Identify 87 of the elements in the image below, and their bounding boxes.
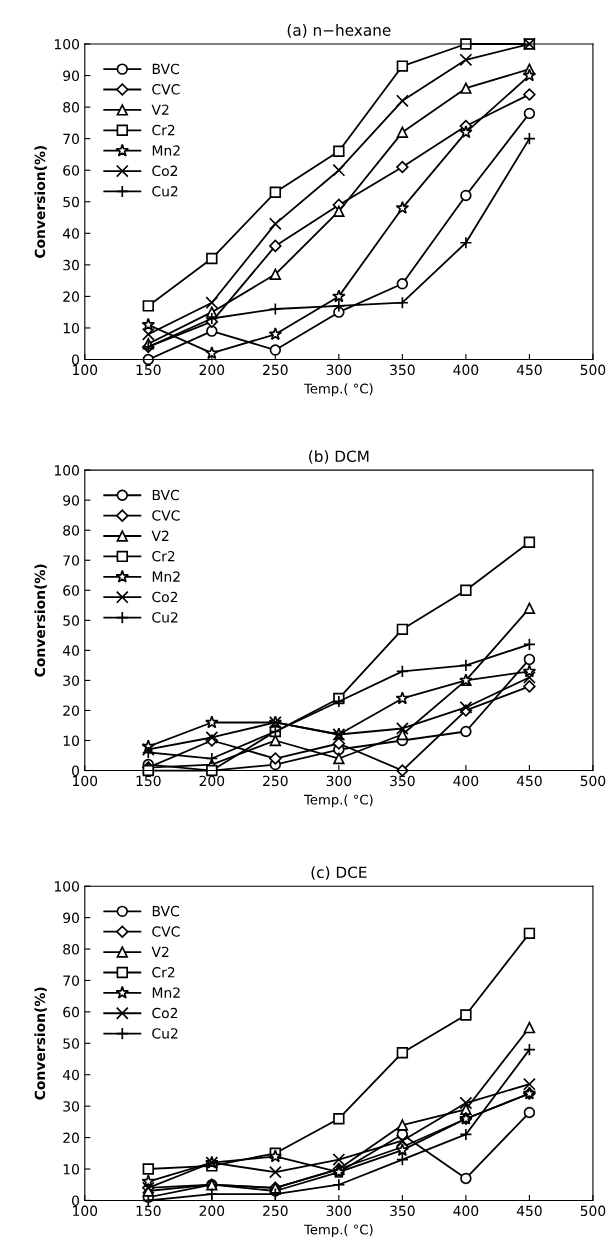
legend-label: BVC <box>152 63 179 75</box>
y-tick-label: 0 <box>72 1195 80 1206</box>
x-tick-label: 350 <box>390 775 415 787</box>
x-tick-label: 450 <box>516 775 542 787</box>
x-tick-label: 450 <box>516 364 542 376</box>
x-tick-label: 300 <box>326 364 352 376</box>
x-tick-label: 250 <box>263 775 288 787</box>
x-tick-label: 200 <box>199 775 225 787</box>
legend-label: Cu2 <box>152 186 178 197</box>
y-tick-label: 60 <box>63 1006 80 1018</box>
y-tick-label: 30 <box>63 259 80 271</box>
legend-label: V2 <box>151 104 169 115</box>
y-tick-label: 100 <box>54 881 80 892</box>
x-tick-label: 250 <box>263 364 288 376</box>
y-tick-label: 100 <box>54 465 80 476</box>
x-tick-label: 350 <box>390 1205 415 1217</box>
chart-title: (a) n−hexane <box>287 24 391 38</box>
y-tick-label: 100 <box>54 38 80 50</box>
y-tick-label: 60 <box>63 585 80 596</box>
y-tick-label: 0 <box>72 765 80 777</box>
legend-label: Cr2 <box>152 124 175 136</box>
x-tick-label: 500 <box>580 775 606 787</box>
x-tick-label: 200 <box>199 1205 225 1217</box>
y-tick-label: 50 <box>63 196 80 208</box>
x-axis-title: Temp.( °C) <box>303 1224 373 1238</box>
x-tick-label: 150 <box>136 1205 161 1217</box>
y-axis-title: Conversion(%) <box>34 564 47 677</box>
y-tick-label: 50 <box>63 615 80 626</box>
legend-label: V2 <box>151 946 169 957</box>
legend-label: Co2 <box>152 1007 178 1019</box>
y-tick-label: 40 <box>62 228 80 239</box>
y-tick-label: 80 <box>63 102 80 113</box>
x-tick-label: 450 <box>516 1205 542 1217</box>
y-tick-label: 30 <box>63 1101 80 1112</box>
y-tick-label: 40 <box>62 645 80 656</box>
y-tick-label: 60 <box>63 165 80 176</box>
x-tick-label: 400 <box>453 1205 479 1217</box>
legend-label: Mn2 <box>152 987 180 998</box>
x-tick-label: 500 <box>580 364 606 376</box>
x-tick-label: 200 <box>199 364 225 376</box>
legend-label: CVC <box>152 84 180 95</box>
chart-title: (b) DCM <box>309 450 369 464</box>
y-tick-label: 20 <box>63 705 80 716</box>
y-tick-label: 30 <box>63 675 80 686</box>
x-tick-label: 150 <box>136 364 161 376</box>
x-tick-label: 150 <box>136 775 161 787</box>
legend-label: Mn2 <box>152 571 180 582</box>
legend-label: Co2 <box>152 591 178 603</box>
x-tick-label: 400 <box>453 364 479 376</box>
y-tick-label: 70 <box>63 975 80 986</box>
x-tick-label: 350 <box>390 364 415 376</box>
y-tick-label: 90 <box>63 495 80 506</box>
legend-label: Cr2 <box>152 550 175 562</box>
y-tick-label: 0 <box>72 354 80 365</box>
y-tick-label: 70 <box>63 133 80 145</box>
x-tick-label: 250 <box>263 1205 288 1217</box>
x-tick-label: 500 <box>580 1205 606 1217</box>
legend-label: Cr2 <box>152 967 175 978</box>
chart-title: (c) DCE <box>311 866 367 880</box>
y-tick-label: 10 <box>63 735 80 746</box>
legend-label: Cu2 <box>152 612 178 623</box>
y-tick-label: 50 <box>63 1038 80 1049</box>
y-tick-label: 70 <box>63 555 80 566</box>
y-tick-label: 20 <box>63 291 80 302</box>
y-tick-label: 10 <box>63 322 80 334</box>
y-axis-title: Conversion(%) <box>34 145 47 259</box>
x-tick-label: 400 <box>453 775 479 787</box>
x-tick-label: 300 <box>326 775 352 787</box>
x-tick-label: 300 <box>326 1205 352 1217</box>
y-tick-label: 80 <box>63 944 80 955</box>
x-axis-title: Temp.( °C) <box>303 383 373 397</box>
legend-label: CVC <box>152 926 180 937</box>
y-tick-label: 90 <box>63 912 80 924</box>
y-axis-title: Conversion(%) <box>34 987 47 1100</box>
y-tick-label: 20 <box>63 1132 80 1144</box>
y-tick-label: 10 <box>63 1163 80 1175</box>
legend-label: CVC <box>152 510 180 521</box>
legend-label: Mn2 <box>152 145 180 156</box>
y-tick-label: 90 <box>63 70 80 82</box>
y-tick-label: 80 <box>63 525 80 536</box>
legend-label: V2 <box>151 530 169 541</box>
x-axis-title: Temp.( °C) <box>303 794 373 808</box>
legend-label: Co2 <box>152 165 178 177</box>
legend-label: BVC <box>152 905 179 917</box>
legend-label: BVC <box>152 489 179 501</box>
legend-label: Cu2 <box>152 1028 178 1039</box>
y-tick-label: 40 <box>62 1069 80 1081</box>
